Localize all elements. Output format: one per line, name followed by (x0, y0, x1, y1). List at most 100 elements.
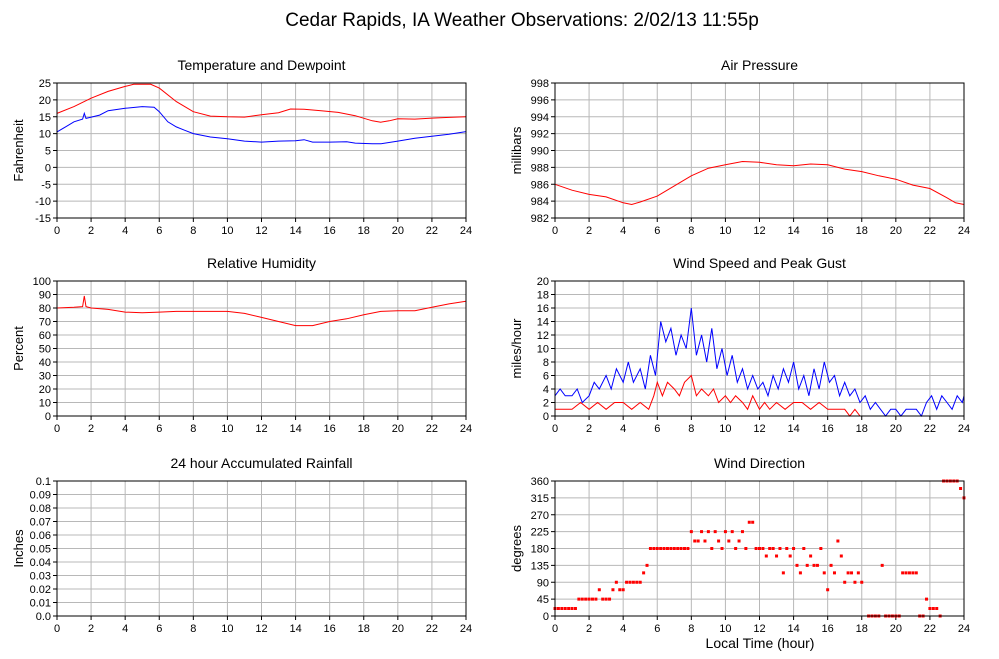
chart-5-point-45 (706, 530, 710, 534)
chart-5-point-24 (635, 580, 639, 584)
chart-5-point-108 (925, 597, 929, 601)
chart-0-y-axis-label: Fahrenheit (11, 119, 26, 182)
chart-0-ytick-label-3: 0 (45, 162, 51, 174)
chart-1-xtick-label-7: 14 (787, 225, 799, 237)
chart-1-ytick-label-2: 986 (531, 179, 549, 191)
chart-4-ytick-label-6: 0.06 (30, 530, 51, 542)
chart-5-point-62 (764, 554, 768, 558)
chart-1-ytick-label-0: 982 (531, 213, 549, 225)
chart-5-point-73 (802, 547, 806, 550)
chart-2-xtick-label-6: 12 (255, 423, 267, 435)
chart-1-xtick-label-11: 22 (924, 225, 936, 237)
chart-5-point-19 (618, 588, 622, 592)
chart-1-xtick-label-1: 2 (586, 225, 592, 237)
chart-5-point-60 (758, 547, 761, 550)
chart-5-point-88 (853, 580, 857, 584)
chart-5-point-66 (778, 547, 782, 550)
chart-5-point-27 (645, 563, 649, 567)
chart-5-point-35 (672, 547, 676, 550)
chart-5-point-69 (788, 554, 792, 558)
chart-5-point-47 (713, 530, 717, 534)
chart-5-xtick-label-7: 14 (787, 623, 799, 635)
chart-5-point-40 (689, 530, 693, 534)
chart-5-point-63 (768, 547, 772, 550)
chart-5-xtick-label-6: 12 (753, 623, 765, 635)
chart-0-xtick-label-0: 0 (54, 225, 60, 237)
chart-3-xtick-label-7: 14 (787, 423, 799, 435)
chart-2-xtick-label-10: 20 (392, 423, 404, 435)
chart-2-ytick-label-4: 40 (39, 357, 51, 369)
figure-title: Cedar Rapids, IA Weather Observations: 2… (285, 10, 759, 31)
chart-5-point-23 (631, 580, 635, 584)
chart-5-point-68 (785, 547, 789, 550)
chart-0-series-0-line (56, 83, 467, 123)
chart-5-point-43 (700, 530, 704, 534)
chart-2-xtick-label-3: 6 (156, 423, 162, 435)
chart-4-ytick-label-3: 0.03 (30, 571, 51, 583)
chart-5-point-111 (935, 607, 939, 610)
chart-1-ytick-label-7: 996 (531, 95, 549, 107)
chart-5-point-86 (846, 571, 850, 575)
chart-1-series-0-line (554, 160, 965, 206)
chart-5-point-29 (652, 547, 656, 550)
chart-5-point-78 (819, 547, 823, 550)
chart-5-point-76 (812, 563, 816, 567)
chart-5-point-67 (781, 571, 785, 575)
chart-5-point-75 (809, 554, 813, 558)
chart-4-ytick-label-5: 0.05 (30, 544, 51, 556)
chart-5-point-56 (744, 547, 748, 550)
chart-1-ytick-label-5: 992 (531, 129, 549, 141)
chart-3-xtick-label-9: 18 (856, 423, 868, 435)
chart-5-point-21 (625, 580, 629, 584)
chart-5-ytick-label-7: 315 (531, 493, 549, 505)
chart-5-xtick-label-4: 8 (688, 623, 694, 635)
chart-5-point-16 (608, 597, 612, 601)
chart-1-xtick-label-12: 24 (958, 225, 970, 237)
chart-1-y-axis-label: millibars (509, 126, 524, 174)
chart-5-point-36 (676, 547, 680, 550)
chart-3-xtick-label-8: 16 (822, 423, 834, 435)
chart-5-ytick-label-1: 45 (537, 594, 549, 606)
chart-5-point-53 (734, 547, 738, 550)
chart-3-y-axis-label: miles/hour (509, 318, 524, 379)
chart-2-ytick-label-9: 90 (39, 290, 51, 302)
chart-5-xtick-label-11: 22 (924, 623, 936, 635)
chart-0-xtick-label-8: 16 (324, 225, 336, 237)
chart-3-xtick-label-10: 20 (890, 423, 902, 435)
chart-0-xtick-label-12: 24 (460, 225, 472, 237)
chart-0-ytick-label-1: -10 (35, 196, 51, 208)
chart-2-ytick-label-8: 80 (39, 303, 51, 315)
chart-5-point-6 (573, 607, 577, 610)
chart-2-xtick-label-8: 16 (324, 423, 336, 435)
chart-4-xtick-label-7: 14 (289, 623, 301, 635)
chart-2-xtick-label-2: 4 (122, 423, 128, 435)
chart-5-point-10 (587, 597, 591, 601)
chart-5-point-54 (737, 539, 741, 543)
chart-5-point-77 (815, 563, 819, 567)
chart-5-point-58 (751, 520, 755, 524)
chart-4-xtick-label-11: 22 (426, 623, 438, 635)
chart-5-point-48 (717, 539, 721, 543)
chart-5-point-22 (628, 580, 632, 584)
chart-1-xtick-label-2: 4 (620, 225, 626, 237)
chart-5-point-41 (693, 539, 697, 543)
chart-3-ytick-label-8: 16 (537, 303, 549, 315)
chart-3-title: Wind Speed and Peak Gust (673, 255, 846, 271)
chart-5-xtick-label-2: 4 (620, 623, 626, 635)
chart-3-ytick-label-4: 8 (543, 357, 549, 369)
chart-5-point-31 (659, 547, 663, 550)
chart-5-point-5 (570, 607, 574, 610)
chart-2-ytick-label-10: 100 (33, 276, 51, 288)
chart-5-ytick-label-8: 360 (531, 476, 549, 488)
chart-4-xtick-label-0: 0 (54, 623, 60, 635)
chart-5-point-87 (850, 571, 854, 575)
chart-3-series-0-line (554, 307, 965, 418)
chart-0-frame (56, 82, 467, 219)
chart-5-point-52 (730, 530, 734, 534)
chart-5-point-101 (901, 571, 905, 575)
chart-5-point-61 (761, 547, 765, 550)
